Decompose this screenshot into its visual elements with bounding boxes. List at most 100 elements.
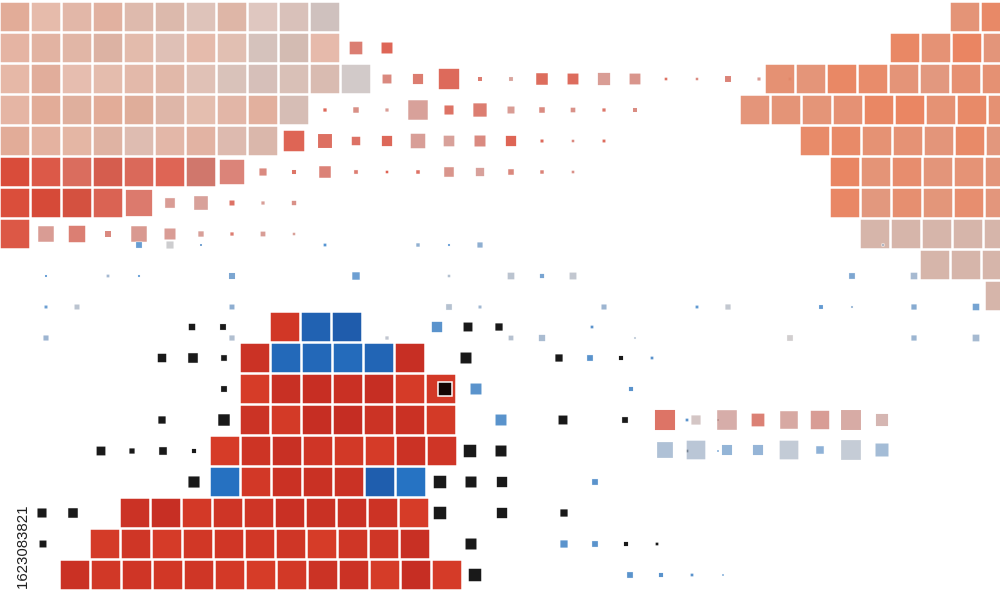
tile [30, 32, 62, 64]
tile [695, 305, 699, 309]
tile [333, 466, 365, 498]
tile [154, 1, 186, 33]
tile [119, 497, 151, 529]
tile [983, 218, 1000, 250]
tile [984, 187, 1000, 219]
tile [750, 412, 766, 428]
tile [270, 342, 302, 374]
tile [633, 336, 637, 340]
tile [554, 353, 564, 363]
tile [36, 224, 56, 244]
tile [338, 559, 370, 591]
tile [778, 409, 800, 431]
tile [157, 353, 167, 363]
tile [922, 187, 954, 219]
tile [89, 528, 121, 560]
tile [39, 540, 47, 548]
tile [124, 188, 154, 218]
tile [307, 559, 339, 591]
tile [128, 447, 136, 455]
tile [685, 439, 707, 461]
tile [364, 466, 396, 498]
tile [859, 218, 891, 250]
tile [135, 241, 143, 249]
tile [690, 414, 702, 426]
tile [92, 187, 124, 219]
tile [181, 497, 213, 529]
tile [61, 125, 93, 157]
tile [508, 76, 514, 82]
tile [157, 415, 167, 425]
tile [367, 497, 399, 529]
tile [384, 107, 390, 113]
tile [92, 63, 124, 95]
tile [245, 559, 277, 591]
tile [494, 444, 508, 458]
tile [596, 71, 612, 87]
tile [239, 342, 271, 374]
tile-layer [0, 1, 1000, 591]
tile [291, 200, 297, 206]
tile [305, 497, 337, 529]
tile [309, 32, 341, 64]
tile [123, 125, 155, 157]
tile [829, 156, 861, 188]
tile [569, 272, 577, 280]
tile [770, 94, 802, 126]
tile [685, 418, 689, 422]
tile [302, 435, 334, 467]
tile [301, 373, 333, 405]
tile [220, 385, 228, 393]
tile [570, 107, 576, 113]
tile [891, 156, 923, 188]
tile [432, 505, 448, 521]
tile [151, 528, 183, 560]
tile [658, 572, 664, 578]
tile [415, 242, 421, 248]
tile [183, 559, 215, 591]
tile [282, 129, 306, 153]
tile [163, 227, 177, 241]
tile [123, 32, 155, 64]
tile [240, 466, 272, 498]
tile [363, 404, 395, 436]
tile [567, 73, 579, 85]
tile [922, 156, 954, 188]
tile [212, 497, 244, 529]
tile [275, 528, 307, 560]
tile [182, 528, 214, 560]
tile [664, 77, 668, 81]
tile [30, 125, 62, 157]
tile [154, 63, 186, 95]
tile [187, 352, 199, 364]
tile [558, 415, 568, 425]
tile [382, 74, 392, 84]
tile [395, 466, 427, 498]
tile [92, 32, 124, 64]
tile [306, 528, 338, 560]
tile [463, 322, 473, 332]
tile [154, 32, 186, 64]
tile [229, 304, 235, 310]
tile [348, 40, 364, 56]
tile [628, 72, 642, 86]
tile [291, 169, 297, 175]
tile [380, 41, 394, 55]
tile [881, 243, 885, 247]
tile [394, 342, 426, 374]
tile [507, 272, 515, 280]
tile [910, 303, 918, 311]
tile [910, 272, 918, 280]
tile [302, 466, 334, 498]
tile [271, 435, 303, 467]
tile [721, 573, 725, 577]
tile [650, 356, 654, 360]
tile [0, 218, 31, 250]
tile [270, 404, 302, 436]
tile [228, 334, 236, 342]
tile [209, 466, 241, 498]
tile [61, 156, 93, 188]
tile [152, 559, 184, 591]
tile [90, 559, 122, 591]
tile [363, 342, 395, 374]
